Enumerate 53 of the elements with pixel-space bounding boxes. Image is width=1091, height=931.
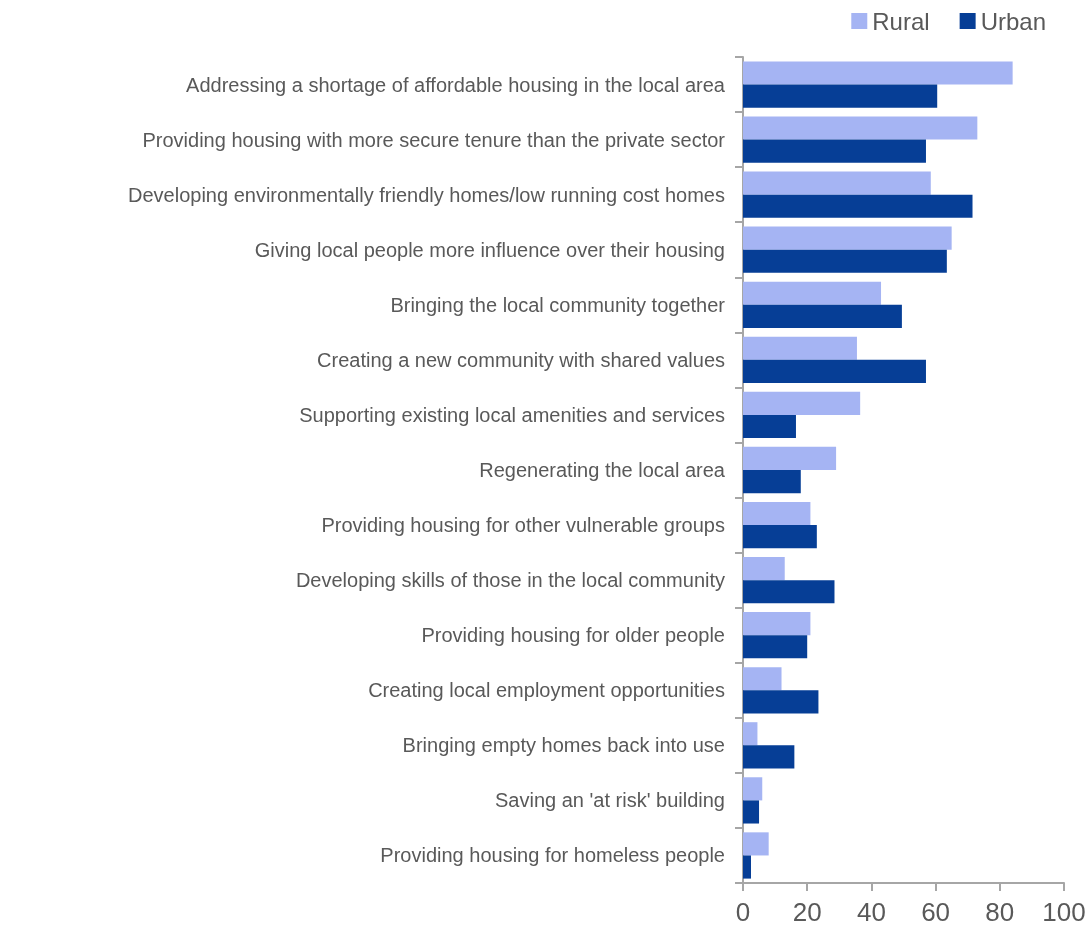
bar bbox=[743, 281, 882, 305]
bar bbox=[743, 501, 811, 526]
y-tick-label: Providing housing with more secure tenure than the private sector bbox=[142, 128, 726, 151]
legend-label: Urban bbox=[980, 7, 1047, 35]
x-tick-label: 0 bbox=[735, 897, 751, 927]
y-tick-label: Saving an 'at risk' building bbox=[495, 789, 725, 812]
x-tick-label: 100 bbox=[1042, 897, 1086, 927]
bar bbox=[743, 171, 931, 195]
y-tick-label: Giving local people more influence over their housing bbox=[254, 238, 725, 261]
bar bbox=[743, 690, 819, 714]
bar bbox=[743, 800, 760, 824]
y-tick-label: Creating a new community with shared values bbox=[317, 348, 725, 371]
bar bbox=[743, 139, 926, 163]
bar bbox=[743, 446, 837, 470]
y-tick-label: Bringing the local community together bbox=[390, 293, 726, 316]
bar bbox=[743, 777, 763, 801]
bar bbox=[743, 667, 782, 691]
bar bbox=[743, 557, 785, 581]
bar bbox=[743, 61, 1013, 85]
bar bbox=[743, 391, 861, 415]
legend-label: Rural bbox=[872, 7, 930, 35]
y-tick-label: Providing housing for homeless people bbox=[380, 844, 725, 867]
bar bbox=[743, 832, 769, 856]
y-tick-label: Providing housing for other vulnerable groups bbox=[321, 514, 725, 537]
x-tick-label: 60 bbox=[921, 897, 951, 927]
y-tick-label: Addressing a shortage of affordable housing in the local area bbox=[186, 73, 726, 96]
bar bbox=[743, 116, 978, 140]
x-tick-label: 20 bbox=[792, 897, 822, 927]
bar bbox=[743, 855, 752, 879]
y-tick-label: Creating local employment opportunities bbox=[368, 679, 725, 702]
bar bbox=[743, 84, 938, 108]
x-tick-label: 40 bbox=[856, 897, 886, 927]
bar bbox=[743, 414, 796, 439]
y-tick-label: Regenerating the local area bbox=[479, 459, 726, 481]
bar bbox=[743, 249, 947, 273]
bar bbox=[743, 359, 926, 383]
bar bbox=[743, 612, 811, 636]
y-tick-label: Bringing empty homes back into use bbox=[402, 734, 725, 757]
bar bbox=[743, 336, 857, 360]
bar bbox=[743, 722, 758, 746]
y-tick-label: Supporting existing local amenities and services bbox=[299, 403, 725, 426]
y-tick-label: Developing skills of those in the local community bbox=[295, 569, 725, 592]
bar bbox=[743, 745, 795, 769]
bar bbox=[743, 304, 902, 328]
bar bbox=[743, 226, 952, 250]
bar bbox=[743, 194, 973, 218]
bar bbox=[743, 525, 817, 549]
bar bbox=[743, 580, 835, 604]
x-tick-label: 80 bbox=[985, 897, 1015, 927]
y-tick-label: Developing environmentally friendly homes/low running cost homes bbox=[128, 183, 725, 206]
bar bbox=[743, 635, 808, 659]
y-tick-label: Providing housing for older people bbox=[421, 624, 725, 647]
bar bbox=[743, 470, 801, 494]
